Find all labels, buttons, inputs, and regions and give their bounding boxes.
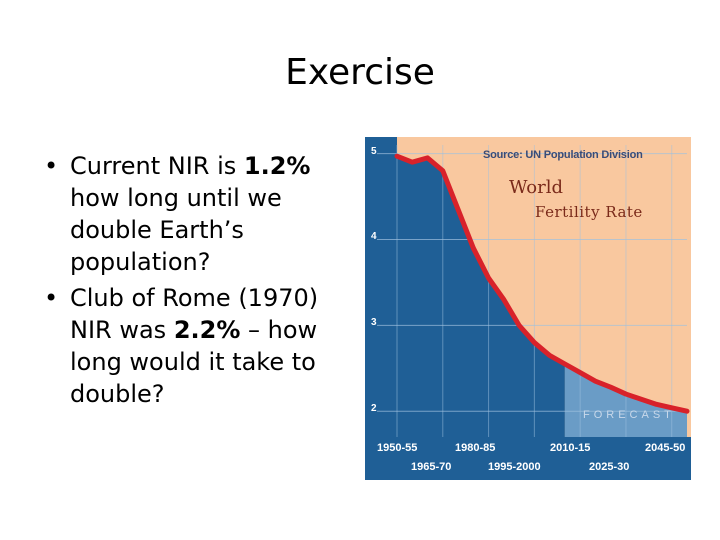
fertility-line xyxy=(394,153,690,414)
y-tick-label: 3 xyxy=(371,317,377,329)
x-tick-label: 2045-50 xyxy=(645,442,686,454)
bullet-dot-icon: • xyxy=(44,152,59,180)
y-tick-label: 5 xyxy=(371,145,377,157)
x-tick-label: 1965-70 xyxy=(411,461,452,473)
historical-area xyxy=(397,156,565,437)
x-tick-label: 1980-85 xyxy=(455,442,496,454)
x-tick-label: 2025-30 xyxy=(589,461,630,473)
fertility-chart-svg xyxy=(365,137,691,480)
bullet-text: Current NIR is xyxy=(70,152,244,180)
y-axis-band xyxy=(365,137,397,480)
bullet-text: – how long would it take to double? xyxy=(70,316,318,408)
bullet-item: • Club of Rome (1970) NIR was 2.2% – how… xyxy=(42,282,352,410)
chart-title-line1: World xyxy=(509,177,563,198)
x-tick-label: 1995-2000 xyxy=(488,461,541,473)
bullet-text: Club of Rome (1970) NIR was xyxy=(70,284,319,344)
slide-title: Exercise xyxy=(285,52,435,93)
y-tick-label: 2 xyxy=(371,403,377,415)
bullet-list: • Current NIR is 1.2% how long until we … xyxy=(42,150,352,414)
bullet-item: • Current NIR is 1.2% how long until we … xyxy=(42,150,352,278)
forecast-label: FORECAST xyxy=(583,409,675,421)
bullet-bold-value: 1.2% xyxy=(243,152,311,180)
bullet-text: how long until we double Earth’s populat… xyxy=(70,184,282,276)
x-tick-label: 2010-15 xyxy=(550,442,591,454)
bullet-bold-value: 2.2% xyxy=(173,316,241,344)
fertility-chart-figure: Source: UN Population Division World Fer… xyxy=(365,137,691,480)
x-tick-label: 1950-55 xyxy=(377,442,418,454)
chart-title-line2: Fertility Rate xyxy=(535,203,643,221)
y-tick-label: 4 xyxy=(371,231,377,243)
x-axis-band xyxy=(365,437,691,480)
bullet-dot-icon: • xyxy=(44,284,59,312)
chart-source: Source: UN Population Division xyxy=(483,149,643,161)
